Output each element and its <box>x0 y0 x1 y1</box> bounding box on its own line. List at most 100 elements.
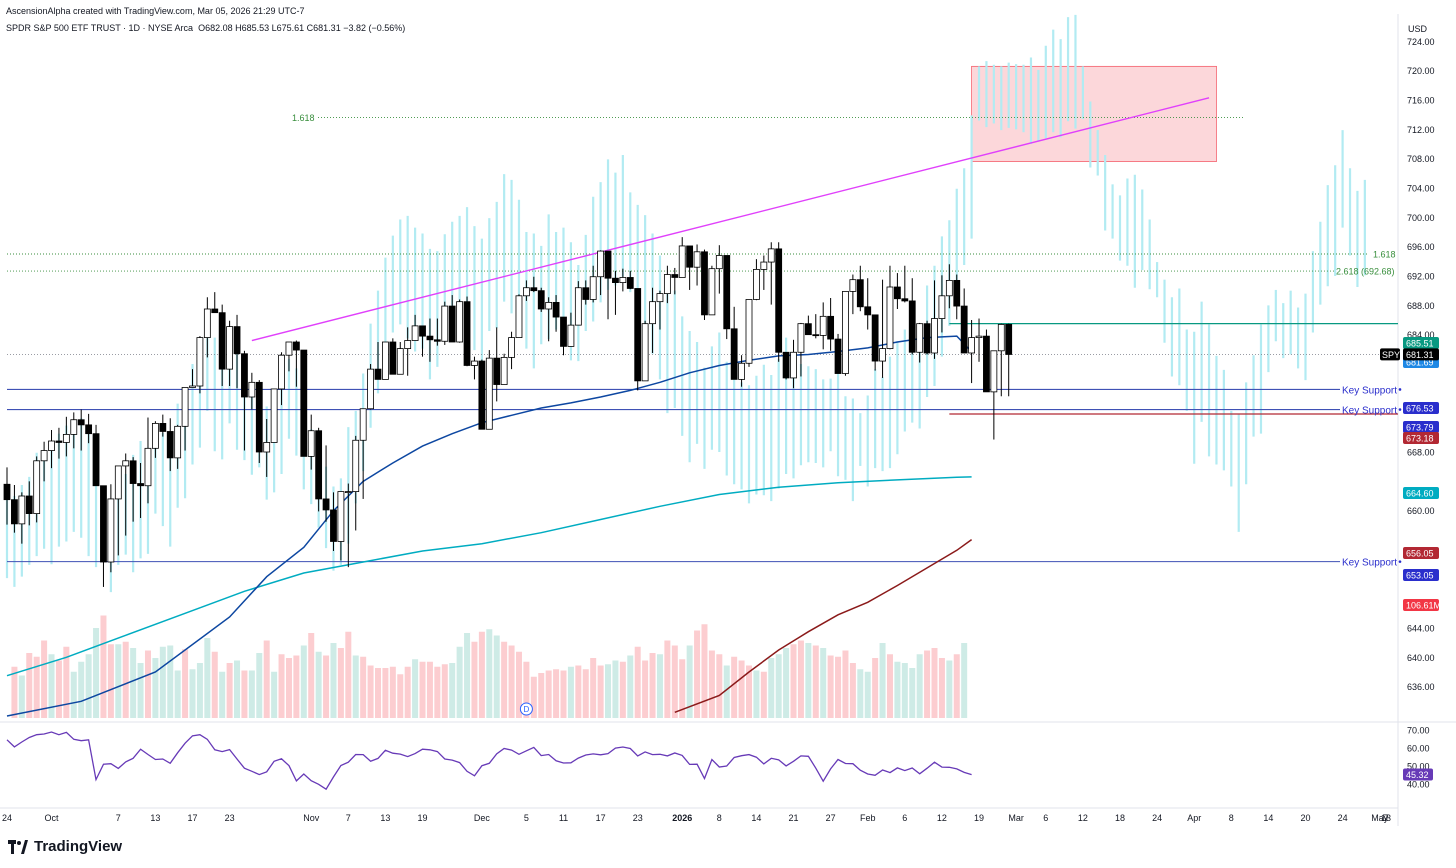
candle-body[interactable] <box>604 250 612 279</box>
candle-body[interactable] <box>931 318 938 354</box>
candle-body[interactable] <box>515 295 523 338</box>
rsi-line[interactable] <box>6 731 972 791</box>
candle-body[interactable] <box>923 323 931 354</box>
candle-body[interactable] <box>842 290 849 374</box>
candle-body[interactable] <box>619 277 627 284</box>
candle-body[interactable] <box>834 338 842 374</box>
candle-body[interactable] <box>715 255 723 270</box>
candle-body[interactable] <box>790 351 797 379</box>
candle-body[interactable] <box>819 315 827 336</box>
dividend-marker-icon[interactable] <box>519 702 533 716</box>
candle-body[interactable] <box>344 491 352 494</box>
candle-body[interactable] <box>693 251 701 268</box>
candle-body[interactable] <box>1005 323 1013 355</box>
candle-body[interactable] <box>77 419 85 426</box>
candle-body[interactable] <box>953 279 961 307</box>
candle-body[interactable] <box>55 440 63 443</box>
candle-body[interactable] <box>908 300 916 353</box>
candle-body[interactable] <box>48 440 55 451</box>
candle-body[interactable] <box>292 341 300 351</box>
candle-body[interactable] <box>975 335 983 338</box>
candle-body[interactable] <box>574 287 582 326</box>
candle-body[interactable] <box>159 422 167 432</box>
candle-body[interactable] <box>827 315 835 340</box>
candle-body[interactable] <box>62 433 70 443</box>
candle-body[interactable] <box>255 381 263 453</box>
candle-body[interactable] <box>374 368 382 380</box>
resistance-trendline[interactable] <box>251 97 1210 342</box>
candle-body[interactable] <box>92 433 100 487</box>
candle-body[interactable] <box>25 495 33 515</box>
candle-body[interactable] <box>879 348 886 362</box>
candle-body[interactable] <box>508 337 515 358</box>
candle-body[interactable] <box>226 326 234 370</box>
candle-body[interactable] <box>663 274 671 294</box>
target-zone[interactable] <box>971 65 1217 162</box>
candle-body[interactable] <box>100 485 107 563</box>
candle-body[interactable] <box>493 357 501 385</box>
candle-body[interactable] <box>315 430 323 500</box>
candle-body[interactable] <box>641 323 649 382</box>
candle-body[interactable] <box>441 305 449 342</box>
candle-body[interactable] <box>530 287 538 292</box>
candle-body[interactable] <box>389 341 397 375</box>
candle-body[interactable] <box>804 323 812 336</box>
candle-body[interactable] <box>107 498 115 563</box>
candle-body[interactable] <box>70 419 78 435</box>
candle-body[interactable] <box>552 301 560 318</box>
candle-body[interactable] <box>359 408 367 441</box>
candle-body[interactable] <box>782 351 790 379</box>
candle-body[interactable] <box>745 299 753 364</box>
sma-teal-line[interactable] <box>6 476 972 677</box>
candle-body[interactable] <box>983 335 990 393</box>
candle-body[interactable] <box>686 245 694 268</box>
candle-body[interactable] <box>11 499 18 525</box>
candle-body[interactable] <box>649 301 656 325</box>
candle-body[interactable] <box>960 305 968 354</box>
currency-label[interactable]: USD <box>1408 24 1428 34</box>
candle-body[interactable] <box>129 460 137 484</box>
candle-body[interactable] <box>396 348 404 375</box>
candle-body[interactable] <box>612 277 619 284</box>
candle-body[interactable] <box>886 286 894 349</box>
candle-body[interactable] <box>856 279 864 308</box>
candle-body[interactable] <box>723 255 731 330</box>
sma-red-line[interactable] <box>674 538 973 714</box>
candle-body[interactable] <box>871 314 879 362</box>
candle-body[interactable] <box>708 268 716 316</box>
candle-body[interactable] <box>426 335 434 341</box>
candle-body[interactable] <box>678 245 686 278</box>
candle-body[interactable] <box>18 495 26 525</box>
candle-body[interactable] <box>938 295 946 319</box>
candle-body[interactable] <box>330 509 337 542</box>
candle-body[interactable] <box>181 387 189 427</box>
candle-body[interactable] <box>114 465 122 500</box>
candle-body[interactable] <box>567 324 575 347</box>
candle-body[interactable] <box>263 442 271 453</box>
candle-body[interactable] <box>945 279 953 297</box>
candle-body[interactable] <box>433 339 441 342</box>
candle-body[interactable] <box>767 248 775 263</box>
candle-body[interactable] <box>997 323 1005 352</box>
candle-body[interactable] <box>990 350 998 393</box>
candle-body[interactable] <box>701 251 708 316</box>
candle-body[interactable] <box>166 431 174 459</box>
candle-body[interactable] <box>241 353 248 398</box>
candle-body[interactable] <box>463 301 471 366</box>
candle-body[interactable] <box>85 424 93 435</box>
candle-body[interactable] <box>248 381 256 398</box>
candle-body[interactable] <box>337 491 345 542</box>
candle-body[interactable] <box>656 293 664 303</box>
candle-body[interactable] <box>485 357 493 430</box>
candle-body[interactable] <box>500 356 508 385</box>
candle-body[interactable] <box>545 301 553 310</box>
candle-body[interactable] <box>322 498 330 511</box>
candle-body[interactable] <box>382 341 389 380</box>
candle-body[interactable] <box>3 483 11 501</box>
candle-body[interactable] <box>300 349 308 457</box>
tradingview-brand[interactable]: TradingView <box>8 838 122 855</box>
candle-body[interactable] <box>151 422 159 449</box>
candle-body[interactable] <box>352 439 360 492</box>
candle-body[interactable] <box>597 250 604 278</box>
candle-body[interactable] <box>849 279 857 292</box>
